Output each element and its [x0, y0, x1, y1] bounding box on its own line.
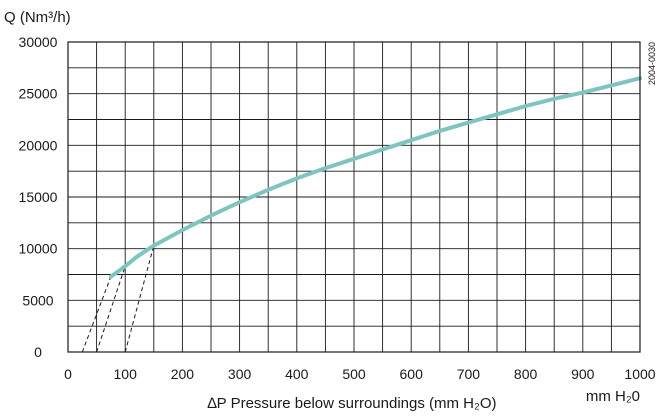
flow-curve	[108, 76, 642, 279]
x-tick-labels: 0 100 200 300 400 500 600 700 800 900 1000	[64, 366, 656, 382]
plot-frame	[67, 41, 641, 353]
guide-line	[124, 245, 155, 353]
x-tick-label: 500	[342, 366, 366, 382]
grid	[68, 42, 640, 352]
x-tick-label: 200	[171, 366, 195, 382]
figure-code: 2004-0030	[647, 42, 657, 85]
y-tick-label: 0	[34, 344, 42, 360]
y-tick-label: 30000	[19, 34, 58, 50]
x-tick-label: 1000	[624, 366, 655, 382]
x-tick-label: 600	[400, 366, 424, 382]
x-axis-label: ∆P Pressure below surroundings (mm H₂O)	[208, 395, 497, 412]
x-tick-label: 700	[457, 366, 481, 382]
y-tick-labels: 0 5000 10000 15000 20000 25000 30000	[19, 34, 58, 360]
x-tick-label: 900	[571, 366, 595, 382]
x-tick-label: 400	[285, 366, 309, 382]
x-unit-label: mm H₂0	[586, 388, 640, 405]
x-tick-label: 800	[514, 366, 538, 382]
guide-lines	[81, 245, 155, 353]
y-tick-label: 25000	[19, 86, 58, 102]
guide-line	[96, 266, 126, 353]
y-tick-label: 15000	[19, 189, 58, 205]
x-tick-label: 0	[64, 366, 72, 382]
y-tick-label: 10000	[19, 241, 58, 257]
y-tick-label: 20000	[19, 137, 58, 153]
x-tick-label: 300	[228, 366, 252, 382]
y-tick-label: 5000	[22, 292, 53, 308]
x-tick-label: 100	[114, 366, 138, 382]
y-axis-label: Q (Nm³/h)	[4, 9, 71, 26]
